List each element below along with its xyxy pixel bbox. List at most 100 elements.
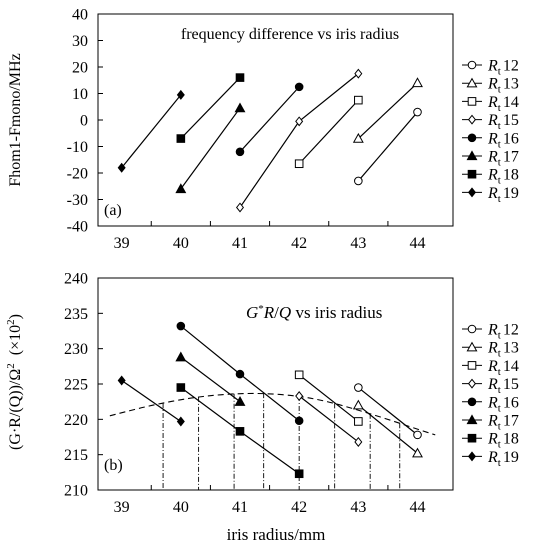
data-point-14 [354,417,363,426]
x-tick-label: 41 [232,235,248,252]
legend-marker-18 [467,169,477,179]
legend-marker-14 [467,97,477,106]
data-point-13 [352,132,364,143]
y-tick-label: 20 [72,60,88,77]
y-tick-label: -10 [67,139,88,156]
legend-subscript: t [498,384,501,396]
legend-entry: Rt 15 [487,112,519,132]
x-tick-label: 43 [350,499,366,516]
series-line-12 [357,387,418,436]
ylabel-b-unit-close: ) [7,314,24,319]
legend-entry: Rt 16 [487,394,519,414]
x-tick-label: 41 [232,499,248,516]
title-b-g: G [246,303,258,322]
legend-number: 16 [503,130,519,147]
y-tick-label: 225 [64,377,88,394]
title-b-slash: / [274,303,279,322]
data-point-15 [354,436,363,447]
series-line-17 [180,107,241,190]
series-line-13 [357,404,418,454]
legend-number: 19 [503,185,519,202]
data-point-13 [412,77,423,88]
y-tick-label: -20 [67,166,88,183]
legend-entry: Rt 17 [487,149,519,169]
panel-label-a: (a) [104,202,122,219]
series-line-15 [239,73,359,208]
data-point-12 [354,383,363,392]
series-line-19 [121,94,182,169]
legend-number: 12 [503,322,519,339]
y-tick-label: 0 [80,113,88,130]
y-tick-label: 40 [72,7,88,24]
data-point-16 [176,321,186,331]
legend-marker-13 [466,341,478,352]
y-tick-label: 10 [72,86,88,103]
ylabel-b-sup: 2 [5,363,17,369]
legend-subscript: t [498,84,501,96]
legend-subscript: t [498,421,501,433]
ylabel-b-unit-open: (×10 [7,325,24,355]
legend-entry: Rt 18 [487,167,519,187]
legend-number: 12 [503,58,519,75]
legend-entry: Rt 17 [487,413,519,433]
ylabel-b-unit-sup: 2 [5,319,17,325]
legend-prefix: R [487,76,498,93]
data-point-14 [354,95,363,105]
legend-subscript: t [498,402,501,414]
panel-b: G*R/Q vs iris radius (b) (G·R/(Q))/Ω2(×1… [5,271,519,545]
axis-ticks-a: -40 -30 -20 -10 0 10 20 30 40 39 40 41 42 43 44 [67,7,426,253]
legend-number: 17 [503,413,519,430]
legend-number: 16 [503,394,519,411]
series-line-19 [121,379,182,422]
legend-prefix: R [487,130,498,147]
chart-title-a: frequency difference vs iris radius [181,26,399,43]
x-tick-label: 44 [410,235,426,252]
data-point-18 [294,469,304,479]
legend-subscript: t [498,457,501,469]
legend-marker-17 [466,414,478,425]
legend-number: 13 [503,76,519,93]
legend-marker-14 [467,361,477,370]
series-line-12 [357,111,418,182]
legend-entry: Rt 19 [487,449,519,469]
title-b-q: Q [279,303,291,322]
legend-marker-18 [467,433,477,443]
legend-subscript: t [498,366,501,378]
legend-prefix: R [487,322,498,339]
legend-marker-16 [467,397,477,407]
legend-prefix: R [487,340,498,357]
legend-prefix: R [487,112,498,129]
legend-prefix: R [487,449,498,466]
y-axis-label-a: Fhom1-Fmono/MHz [7,53,24,186]
x-tick-label: 39 [114,235,130,252]
panel-label-b: (b) [104,457,123,474]
series-a [117,68,423,213]
legend-prefix: R [487,431,498,448]
y-tick-label: 220 [64,412,88,429]
legend-marker-13 [466,77,478,88]
series-line-14 [298,99,359,165]
data-point-18 [176,383,186,392]
series-line-15 [298,395,359,443]
legend-number: 14 [503,358,519,375]
legend-prefix: R [487,358,498,375]
legend-marker-19 [467,187,477,198]
y-tick-label: -30 [67,192,88,209]
series-line-13 [357,82,418,139]
x-tick-label: 42 [291,235,307,252]
data-point-19 [117,375,126,386]
x-tick-label: 40 [173,235,189,252]
y-tick-label: 240 [64,271,88,288]
legend-subscript: t [498,193,501,205]
panel-a: frequency difference vs iris radius (a) … [7,7,519,253]
y-tick-label: 30 [72,33,88,50]
data-point-15 [295,116,304,127]
data-point-18 [235,73,245,82]
series-b [117,321,423,479]
data-point-12 [413,107,422,117]
data-point-15 [235,202,245,213]
legend-prefix: R [487,167,498,184]
data-point-16 [294,82,304,92]
